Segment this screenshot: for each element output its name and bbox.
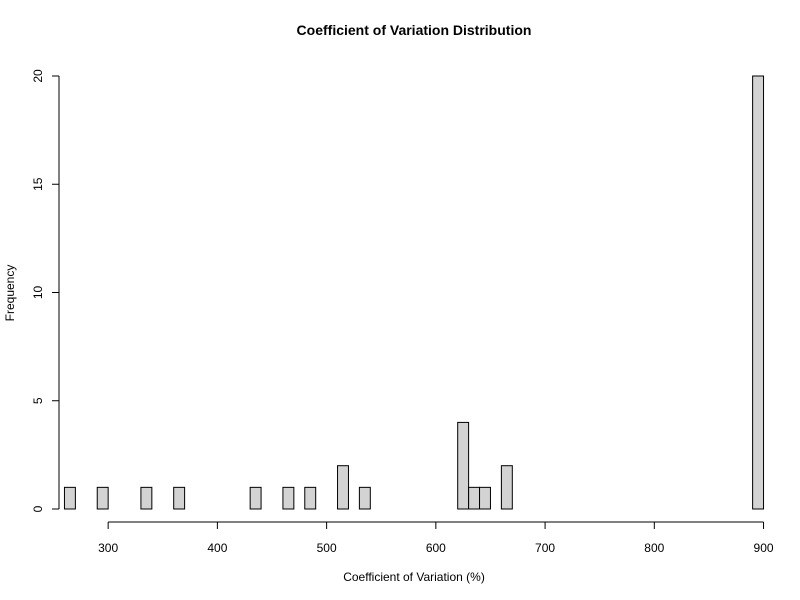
- y-tick-label: 15: [31, 177, 45, 191]
- histogram-bar: [63, 486, 76, 510]
- histogram-bar: [500, 465, 513, 510]
- chart-title: Coefficient of Variation Distribution: [297, 22, 532, 38]
- histogram-bar: [358, 486, 371, 510]
- histogram-bar: [249, 486, 262, 510]
- histogram-bar: [468, 486, 481, 510]
- x-tick-label: 600: [426, 541, 446, 555]
- histogram-bar: [304, 486, 317, 510]
- x-tick-label: 900: [754, 541, 774, 555]
- histogram-bar: [96, 486, 109, 510]
- histogram-bar: [140, 486, 153, 510]
- x-axis: 300 400 500 600 700 800 900: [98, 521, 774, 555]
- histogram-bar: [337, 465, 349, 510]
- histogram-bar: [479, 486, 491, 510]
- histogram-bar: [282, 486, 295, 510]
- y-tick-label: 20: [31, 69, 45, 83]
- y-tick-label: 10: [31, 286, 45, 300]
- y-tick-label: 0: [31, 505, 45, 512]
- x-axis-label: Coefficient of Variation (%): [343, 570, 485, 584]
- x-tick-label: 800: [644, 541, 664, 555]
- x-tick-label: 300: [98, 541, 118, 555]
- y-axis-label: Frequency: [3, 265, 17, 322]
- histogram-bar: [173, 486, 186, 510]
- histogram-bar: [752, 75, 765, 510]
- x-tick-label: 700: [535, 541, 555, 555]
- y-axis: 0 5 10 15 20: [31, 69, 60, 512]
- x-tick-label: 500: [317, 541, 337, 555]
- y-tick-label: 5: [31, 397, 45, 404]
- x-tick-label: 400: [207, 541, 227, 555]
- bars-group: [63, 75, 765, 510]
- histogram-bar: [457, 421, 470, 510]
